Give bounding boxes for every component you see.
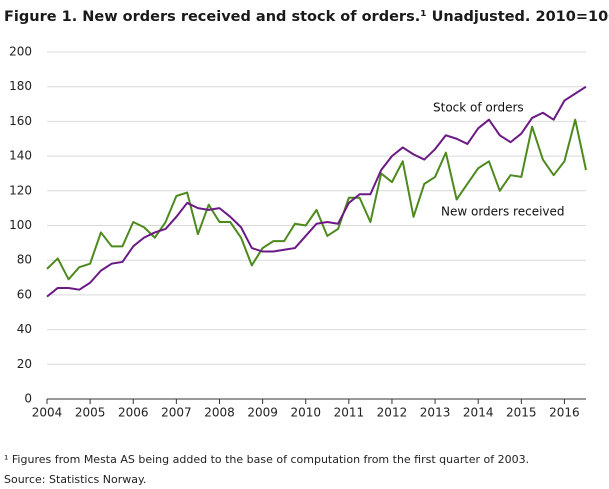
chart-title: Figure 1. New orders received and stock … (4, 9, 609, 25)
y-tick-label: 200 (9, 45, 32, 59)
y-tick-label: 100 (9, 218, 32, 232)
y-tick-label: 180 (9, 79, 32, 93)
line-series (46, 118, 587, 281)
y-tick-label: 140 (9, 149, 32, 163)
series-label: Stock of orders (433, 101, 524, 115)
x-tick-label: 2011 (334, 406, 365, 420)
y-tick-label: 80 (17, 253, 32, 267)
footnote: ¹ Figures from Mesta AS being added to t… (4, 453, 529, 466)
x-tick-label: 2007 (161, 406, 192, 420)
y-tick-label: 20 (17, 357, 32, 371)
line-series (46, 85, 587, 298)
x-tick-label: 2009 (247, 406, 278, 420)
series-label: New orders received (441, 205, 565, 219)
x-tick-label: 2016 (549, 406, 580, 420)
x-tick-label: 2006 (118, 406, 149, 420)
x-tick-label: 2012 (377, 406, 408, 420)
x-tick-label: 2013 (420, 406, 451, 420)
x-tick-label: 2004 (32, 406, 63, 420)
source: Source: Statistics Norway. (4, 473, 146, 486)
y-tick-label: 160 (9, 114, 32, 128)
x-tick-label: 2014 (463, 406, 494, 420)
x-tick-label: 2015 (506, 406, 537, 420)
x-tick-label: 2010 (290, 406, 321, 420)
y-tick-label: 120 (9, 183, 32, 197)
y-tick-label: 40 (17, 322, 32, 336)
x-tick-label: 2005 (75, 406, 106, 420)
y-tick-label: 60 (17, 287, 32, 301)
y-tick-label: 0 (24, 392, 32, 406)
x-tick-label: 2008 (204, 406, 235, 420)
